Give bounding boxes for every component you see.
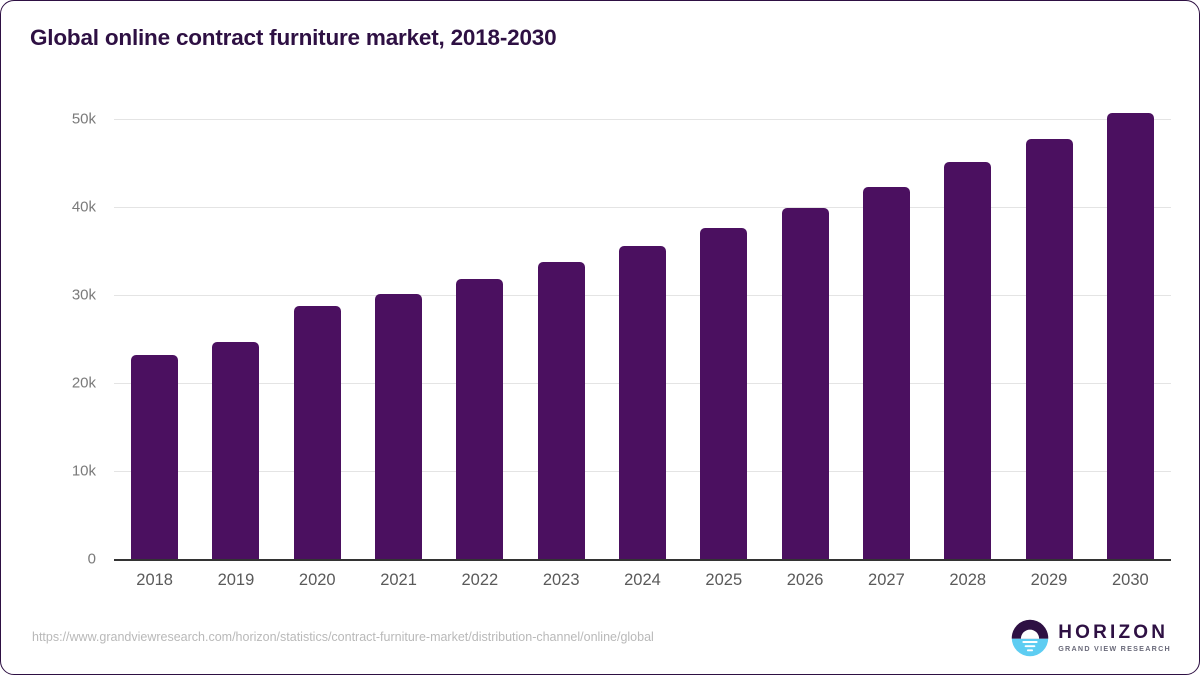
logo-tagline: GRAND VIEW RESEARCH [1058, 644, 1171, 654]
gridline [114, 119, 1171, 120]
x-tick-label: 2018 [136, 571, 173, 589]
bar-2030[interactable] [1106, 112, 1154, 559]
source-url[interactable]: https://www.grandviewresearch.com/horizo… [32, 630, 654, 644]
bar-2023[interactable] [537, 262, 585, 559]
bar-2019[interactable] [212, 341, 260, 559]
horizon-sun-icon [1011, 619, 1049, 657]
y-tick-label: 30k [71, 286, 96, 304]
bar-2027[interactable] [862, 186, 910, 559]
bar-2025[interactable] [700, 228, 748, 559]
x-tick-label: 2027 [868, 571, 905, 589]
bar-2021[interactable] [375, 294, 423, 559]
gridline [114, 207, 1171, 208]
x-tick-label: 2025 [705, 571, 743, 589]
chart-title: Global online contract furniture market,… [30, 25, 557, 50]
x-tick-label: 2020 [298, 571, 336, 589]
x-axis-line [114, 559, 1171, 561]
x-tick-label: 2023 [542, 571, 580, 589]
y-tick-label: 0 [87, 550, 96, 568]
x-tick-label: 2030 [1111, 571, 1149, 589]
brand-logo: HORIZON GRAND VIEW RESEARCH [1011, 619, 1171, 657]
x-tick-label: 2024 [624, 571, 661, 589]
y-tick-label: 20k [71, 374, 96, 392]
bar-2028[interactable] [944, 162, 992, 559]
y-axis-title: Market Size (US$M) [0, 199, 1, 339]
x-tick-label: 2022 [461, 571, 499, 589]
bar-2022[interactable] [456, 279, 504, 559]
logo-text: HORIZON GRAND VIEW RESEARCH [1058, 623, 1171, 652]
y-tick-label: 10k [71, 462, 96, 480]
x-tick-label: 2021 [380, 571, 417, 589]
y-tick-label: 50k [71, 110, 96, 128]
y-tick-label: 40k [71, 198, 96, 216]
bar-2018[interactable] [131, 354, 179, 559]
bar-2020[interactable] [293, 306, 341, 559]
logo-wordmark: HORIZON [1058, 622, 1169, 644]
x-tick-label: 2029 [1030, 571, 1068, 589]
bar-2029[interactable] [1025, 139, 1073, 559]
bar-2026[interactable] [781, 207, 829, 559]
x-tick-label: 2028 [949, 571, 987, 589]
x-tick-label: 2019 [217, 571, 255, 589]
bar-2024[interactable] [619, 245, 666, 559]
plot-area [114, 112, 1171, 559]
x-tick-label: 2026 [786, 571, 824, 589]
